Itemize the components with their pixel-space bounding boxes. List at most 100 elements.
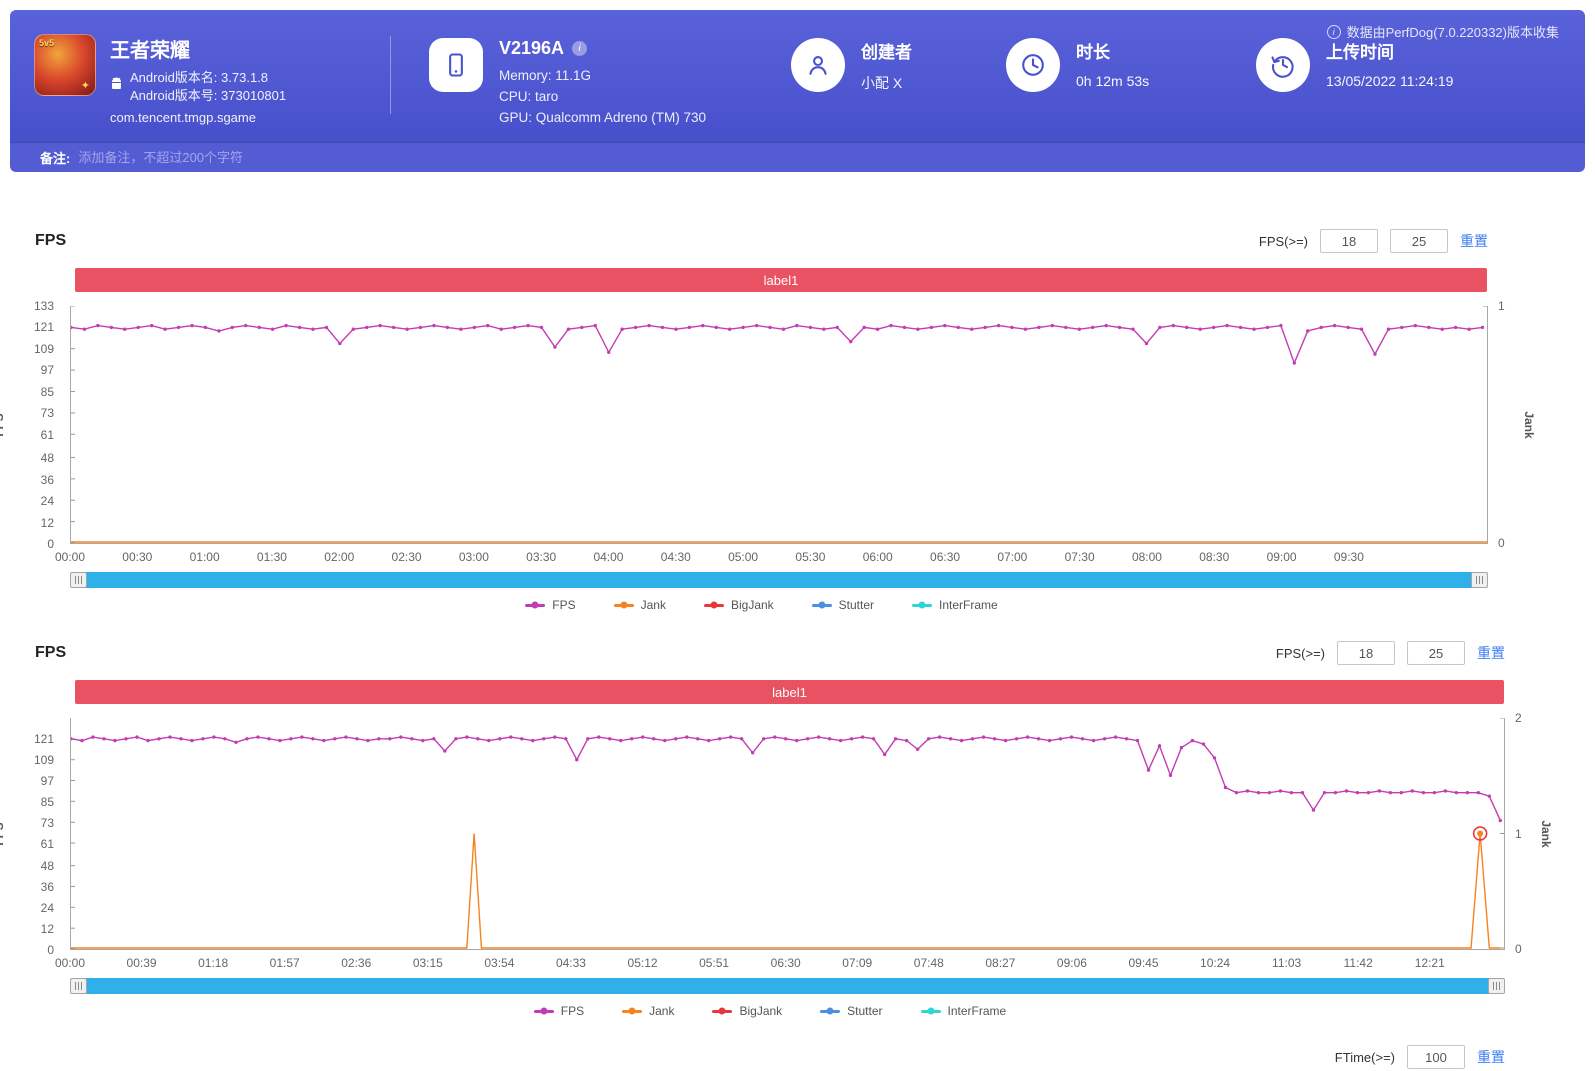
app-title: 王者荣耀 (110, 40, 190, 62)
x-tick: 03:54 (484, 956, 515, 970)
legend-item-bigjank[interactable]: BigJank (712, 1004, 782, 1018)
stutter-legend-marker-icon (811, 601, 832, 609)
x-tick: 06:30 (930, 550, 961, 564)
bigjank-legend-marker-icon (712, 1007, 733, 1015)
legend-item-fps[interactable]: FPS (533, 1004, 585, 1018)
creator-value: 小配 X (861, 75, 903, 91)
android-version-name: Android版本名: 3.73.1.8 (130, 70, 269, 85)
threshold-high-input[interactable] (1407, 641, 1465, 665)
y-tick: 48 (40, 859, 54, 874)
chart-legend: FPS Jank BigJank Stutter InterFrame (35, 1004, 1505, 1018)
y-tick: 12 (40, 922, 54, 937)
y-tick: 61 (40, 427, 54, 442)
y-tick: 48 (40, 451, 54, 466)
scrollbar-right-handle[interactable] (1488, 978, 1505, 994)
reset-link[interactable]: 重置 (1477, 1049, 1505, 1065)
legend-item-fps[interactable]: FPS (525, 598, 576, 612)
legend-item-jank[interactable]: Jank (622, 1004, 674, 1018)
app-info: 5v5 ✦ 王者荣耀 Android版本名: 3.73.1.8 Android版… (34, 26, 390, 125)
legend-item-stutter[interactable]: Stutter (811, 598, 874, 612)
x-tick: 05:00 (728, 550, 759, 564)
x-tick: 09:06 (1056, 956, 1087, 970)
threshold-low-input[interactable] (1337, 641, 1395, 665)
x-tick: 05:30 (795, 550, 826, 564)
duration-label: 时长 (1076, 43, 1110, 62)
legend-item-interframe[interactable]: InterFrame (920, 1004, 1007, 1018)
note-input[interactable] (78, 150, 1555, 165)
threshold-high-input[interactable] (1390, 229, 1448, 253)
grip-icon (75, 576, 82, 584)
x-tick: 01:18 (198, 956, 229, 970)
x-tick: 09:45 (1128, 956, 1159, 970)
y-tick: 36 (40, 472, 54, 487)
legend-label: InterFrame (947, 1004, 1007, 1018)
x-tick: 11:42 (1343, 956, 1373, 970)
legend-item-jank[interactable]: Jank (613, 598, 666, 612)
legend-label: InterFrame (939, 598, 998, 612)
interframe-legend-marker-icon (912, 601, 933, 609)
y-tick: 97 (40, 773, 54, 788)
y-tick: 0 (47, 943, 54, 957)
duration-info: 时长 0h 12m 53s (1006, 26, 1201, 92)
x-tick: 07:00 (997, 550, 1028, 564)
x-tick: 05:51 (699, 956, 730, 970)
x-tick: 06:30 (770, 956, 801, 970)
y-tick: 73 (40, 406, 54, 421)
y-tick: 133 (33, 299, 54, 313)
label-banner: label1 (75, 268, 1487, 292)
y-axis-title: FPS (0, 413, 6, 437)
threshold-label: FPS(>=) (1275, 645, 1325, 661)
threshold-low-input[interactable] (1320, 229, 1378, 253)
chart-scrollbar[interactable] (70, 572, 1488, 588)
y-tick: 85 (40, 384, 54, 399)
x-tick: 00:39 (126, 956, 157, 970)
legend-label: Stutter (847, 1004, 883, 1018)
scrollbar-left-handle[interactable] (70, 572, 87, 588)
scrollbar-right-handle[interactable] (1471, 572, 1488, 588)
threshold-controls: FTime(>=) 重置 (1335, 1045, 1505, 1069)
grip-icon (1476, 576, 1483, 584)
upload-value: 13/05/2022 11:24:19 (1326, 73, 1454, 89)
device-memory: Memory: 11.1G (499, 68, 592, 83)
x-tick: 01:30 (256, 550, 287, 564)
y-tick: 36 (40, 880, 54, 895)
chart-plot[interactable] (70, 718, 1505, 950)
y-axis-ticks: 133 121 109 97 85 73 61 48 36 24 12 0 (16, 299, 62, 551)
android-icon (110, 77, 123, 97)
x-tick: 06:00 (862, 550, 893, 564)
x-tick: 04:00 (593, 550, 624, 564)
chart-scrollbar[interactable] (70, 978, 1505, 994)
grip-icon (75, 982, 82, 990)
y-tick: 97 (40, 363, 54, 378)
legend-label: BigJank (739, 1004, 783, 1018)
y-tick: 0 (47, 537, 54, 551)
jank-legend-marker-icon (622, 1007, 643, 1015)
x-tick: 04:30 (660, 550, 691, 564)
legend-item-stutter[interactable]: Stutter (820, 1004, 883, 1018)
creator-info: 创建者 小配 X (791, 26, 966, 93)
device-info-icon[interactable]: i (572, 41, 588, 56)
interframe-legend-marker-icon (920, 1007, 941, 1015)
threshold-controls: FPS(>=) 重置 (1276, 641, 1505, 665)
threshold-input[interactable] (1407, 1045, 1465, 1069)
fps-legend-marker-icon (525, 601, 546, 609)
collector-note-text: 数据由PerfDog(7.0.220332)版本收集 (1346, 25, 1559, 40)
x-tick: 02:00 (324, 550, 355, 564)
legend-item-bigjank[interactable]: BigJank (703, 598, 774, 612)
reset-link[interactable]: 重置 (1477, 645, 1505, 661)
jank-tick: 1 (1498, 299, 1505, 313)
fps-chart[interactable]: FPS 121 109 97 85 73 61 48 36 24 12 0 2 1 0 Jank (0, 711, 1553, 957)
legend-label: FPS (560, 1004, 585, 1018)
legend-item-interframe[interactable]: InterFrame (912, 598, 998, 612)
x-tick: 03:30 (526, 550, 557, 564)
divider (390, 36, 391, 114)
label-banner: label1 (75, 680, 1504, 704)
grip-icon (1493, 982, 1500, 990)
scrollbar-left-handle[interactable] (70, 978, 87, 994)
next-chart-section-partial: FTime(>=) 重置 (35, 1042, 1595, 1071)
reset-link[interactable]: 重置 (1460, 233, 1488, 249)
star-icon: ✦ (80, 80, 90, 92)
chart-plot[interactable] (70, 306, 1488, 544)
x-tick: 01:57 (269, 956, 300, 970)
